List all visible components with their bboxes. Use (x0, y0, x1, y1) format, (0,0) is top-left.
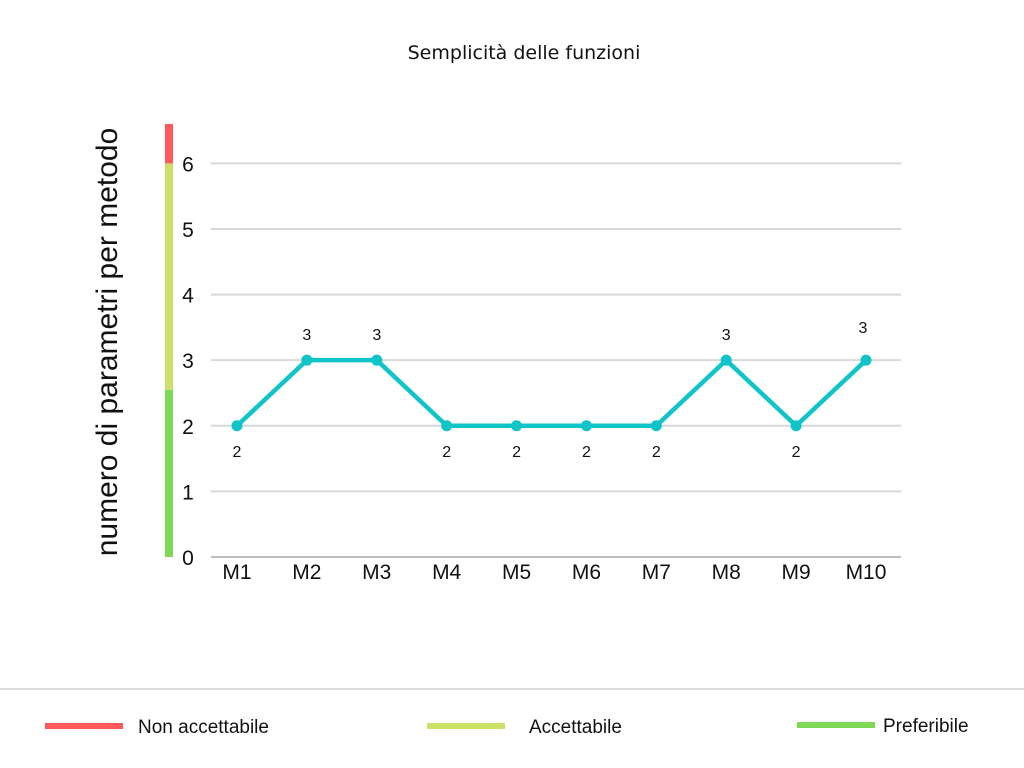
legend-label: Non accettabile (138, 717, 269, 738)
data-label: 2 (582, 444, 591, 461)
data-label: 2 (233, 444, 242, 461)
data-point (371, 354, 383, 366)
data-point (441, 420, 453, 432)
data-point (650, 420, 662, 432)
x-tick-label: M8 (712, 561, 741, 584)
x-tick-label: M1 (222, 561, 251, 584)
legend-swatch (427, 723, 505, 729)
y-tick-label: 5 (182, 219, 194, 242)
data-point (790, 420, 802, 432)
data-label: 2 (792, 444, 801, 461)
y-axis-ticks: 0 1 2 3 4 5 6 (182, 153, 194, 570)
x-tick-label: M9 (782, 561, 811, 584)
quality-band-2 (165, 124, 173, 164)
chart-title: Semplicità delle funzioni (408, 42, 641, 64)
legend-label: Preferibile (883, 716, 969, 737)
data-point (301, 354, 313, 366)
y-tick-label: 3 (182, 350, 194, 373)
x-tick-label: M6 (572, 561, 601, 584)
y-tick-label: 1 (182, 481, 194, 504)
x-tick-label: M4 (432, 561, 461, 584)
data-label: 2 (652, 444, 661, 461)
data-label: 3 (722, 327, 731, 344)
legend: Non accettabile Accettabile Preferibile (45, 716, 969, 738)
x-tick-label: M10 (846, 561, 887, 584)
series-layer (231, 354, 872, 432)
quality-band-1 (165, 163, 173, 390)
legend-swatch (797, 722, 875, 728)
x-tick-label: M2 (292, 561, 321, 584)
data-point (860, 354, 872, 366)
x-tick-label: M7 (642, 561, 671, 584)
data-labels: 2 3 3 2 2 2 2 3 2 3 (233, 320, 868, 461)
y-tick-label: 2 (182, 416, 194, 439)
data-label: 2 (512, 444, 521, 461)
legend-label: Accettabile (529, 717, 622, 738)
quality-band-0 (165, 389, 173, 557)
data-label: 3 (859, 320, 868, 337)
legend-swatch (45, 723, 123, 729)
series-line (234, 357, 869, 429)
y-tick-label: 4 (182, 285, 194, 308)
data-label: 3 (372, 327, 381, 344)
data-point (231, 420, 243, 432)
quality-bands (165, 124, 173, 557)
data-point (720, 354, 732, 366)
data-label: 2 (442, 444, 451, 461)
data-point (580, 420, 592, 432)
x-tick-label: M5 (502, 561, 531, 584)
x-axis-ticks: M1 M2 M3 M4 M5 M6 M7 M8 M9 M10 (222, 561, 886, 584)
data-label: 3 (302, 327, 311, 344)
y-tick-label: 6 (182, 153, 194, 176)
x-tick-label: M3 (362, 561, 391, 584)
data-point (511, 420, 523, 432)
y-tick-label: 0 (182, 547, 194, 570)
y-axis-label: numero di parametri per metodo (91, 128, 124, 557)
